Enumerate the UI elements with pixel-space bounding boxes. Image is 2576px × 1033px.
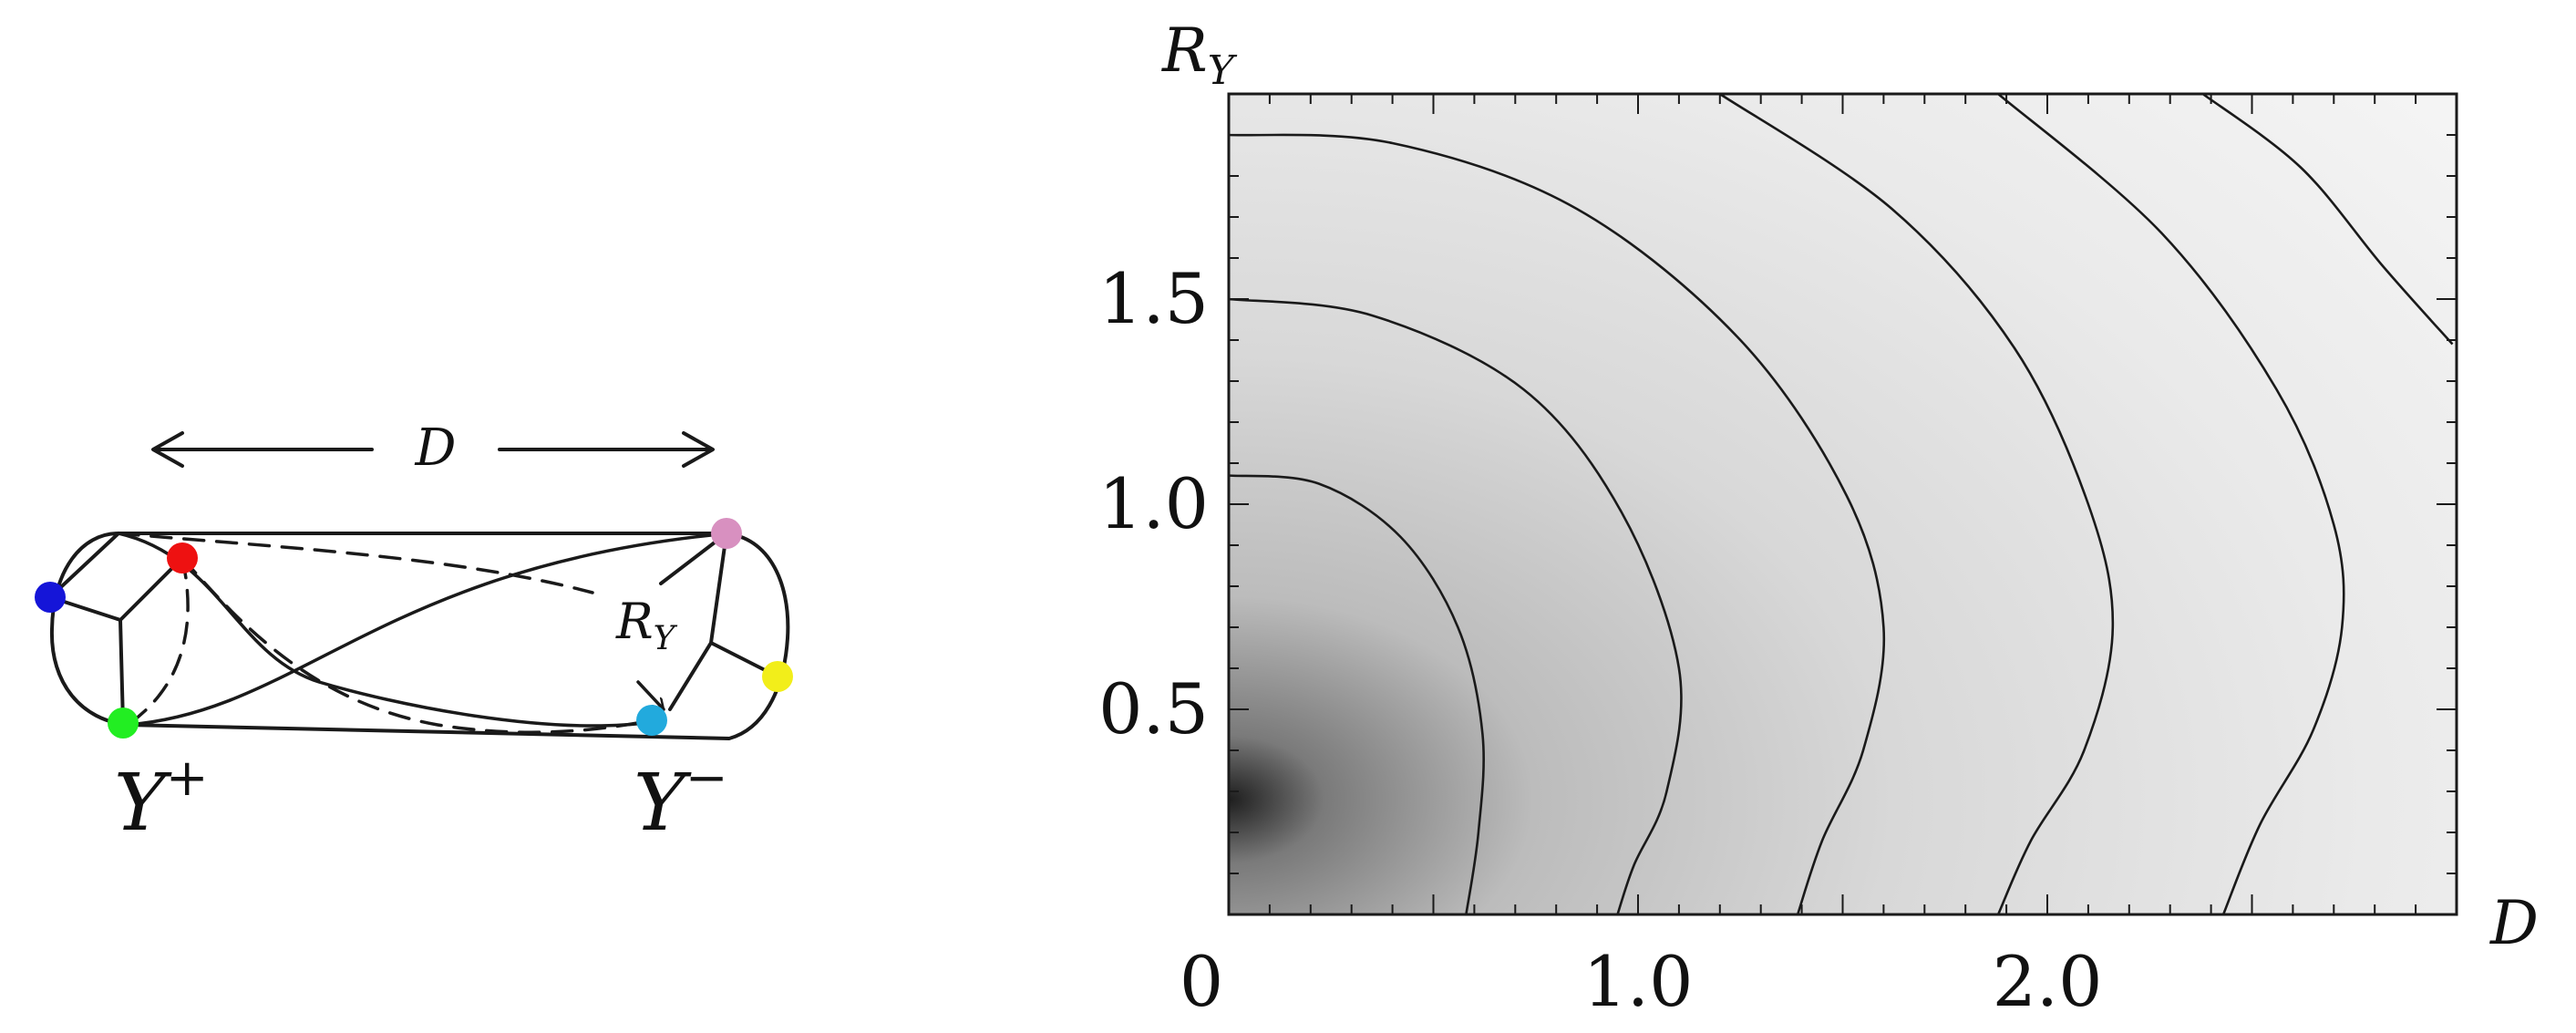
radius-arrow <box>636 680 665 709</box>
contour-line-5 <box>1997 93 2345 915</box>
contour-lines <box>1228 92 2454 915</box>
blue-dot <box>35 582 66 613</box>
contour-line-2 <box>1228 297 1683 915</box>
crossing-string-1 <box>126 532 731 727</box>
plot-frame <box>1227 92 2458 916</box>
right-junction-lines <box>659 532 779 711</box>
pink-dot <box>711 518 742 549</box>
green-dot <box>108 708 139 739</box>
string-diagram: D RY Y+ Y− <box>35 418 793 849</box>
dashed-string-1 <box>180 556 654 734</box>
contour-line-1 <box>1228 474 1485 915</box>
left-junction-lines <box>48 532 184 725</box>
right-junction-label: Y− <box>634 749 728 849</box>
x-axis-label: D <box>2489 888 2539 958</box>
tick-labels: 0 1.0 2.0 0.5 1.0 1.5 <box>1098 258 2102 1022</box>
y-tick-label: 0.5 <box>1098 668 1209 749</box>
radius-label: RY <box>615 593 678 657</box>
contour-line-3 <box>1228 133 1886 915</box>
contour-line-6 <box>2201 92 2454 346</box>
y-tick-label: 1.5 <box>1098 258 1209 339</box>
distance-label: D <box>415 418 457 478</box>
x-tick-label: 1.0 <box>1583 941 1694 1022</box>
x-tick-label: 2.0 <box>1993 941 2103 1022</box>
distance-arrowhead-left <box>151 431 184 468</box>
contour-chart: 0 1.0 2.0 0.5 1.0 1.5 RY D <box>1098 15 2539 1022</box>
x-tick-label: 0 <box>1180 941 1223 1022</box>
cyan-dot <box>636 705 667 736</box>
distance-arrowhead-right <box>682 431 715 468</box>
dashed-string-2 <box>117 532 594 594</box>
heatmap-background <box>1229 94 2457 914</box>
contour-line-4 <box>1719 92 2115 915</box>
y-tick-label: 1.0 <box>1098 463 1209 544</box>
red-dot <box>167 542 198 573</box>
yellow-dot <box>762 661 793 692</box>
crossing-string-2 <box>117 532 654 728</box>
y-axis-label: RY <box>1161 15 1238 94</box>
left-junction-label: Y+ <box>114 749 209 849</box>
